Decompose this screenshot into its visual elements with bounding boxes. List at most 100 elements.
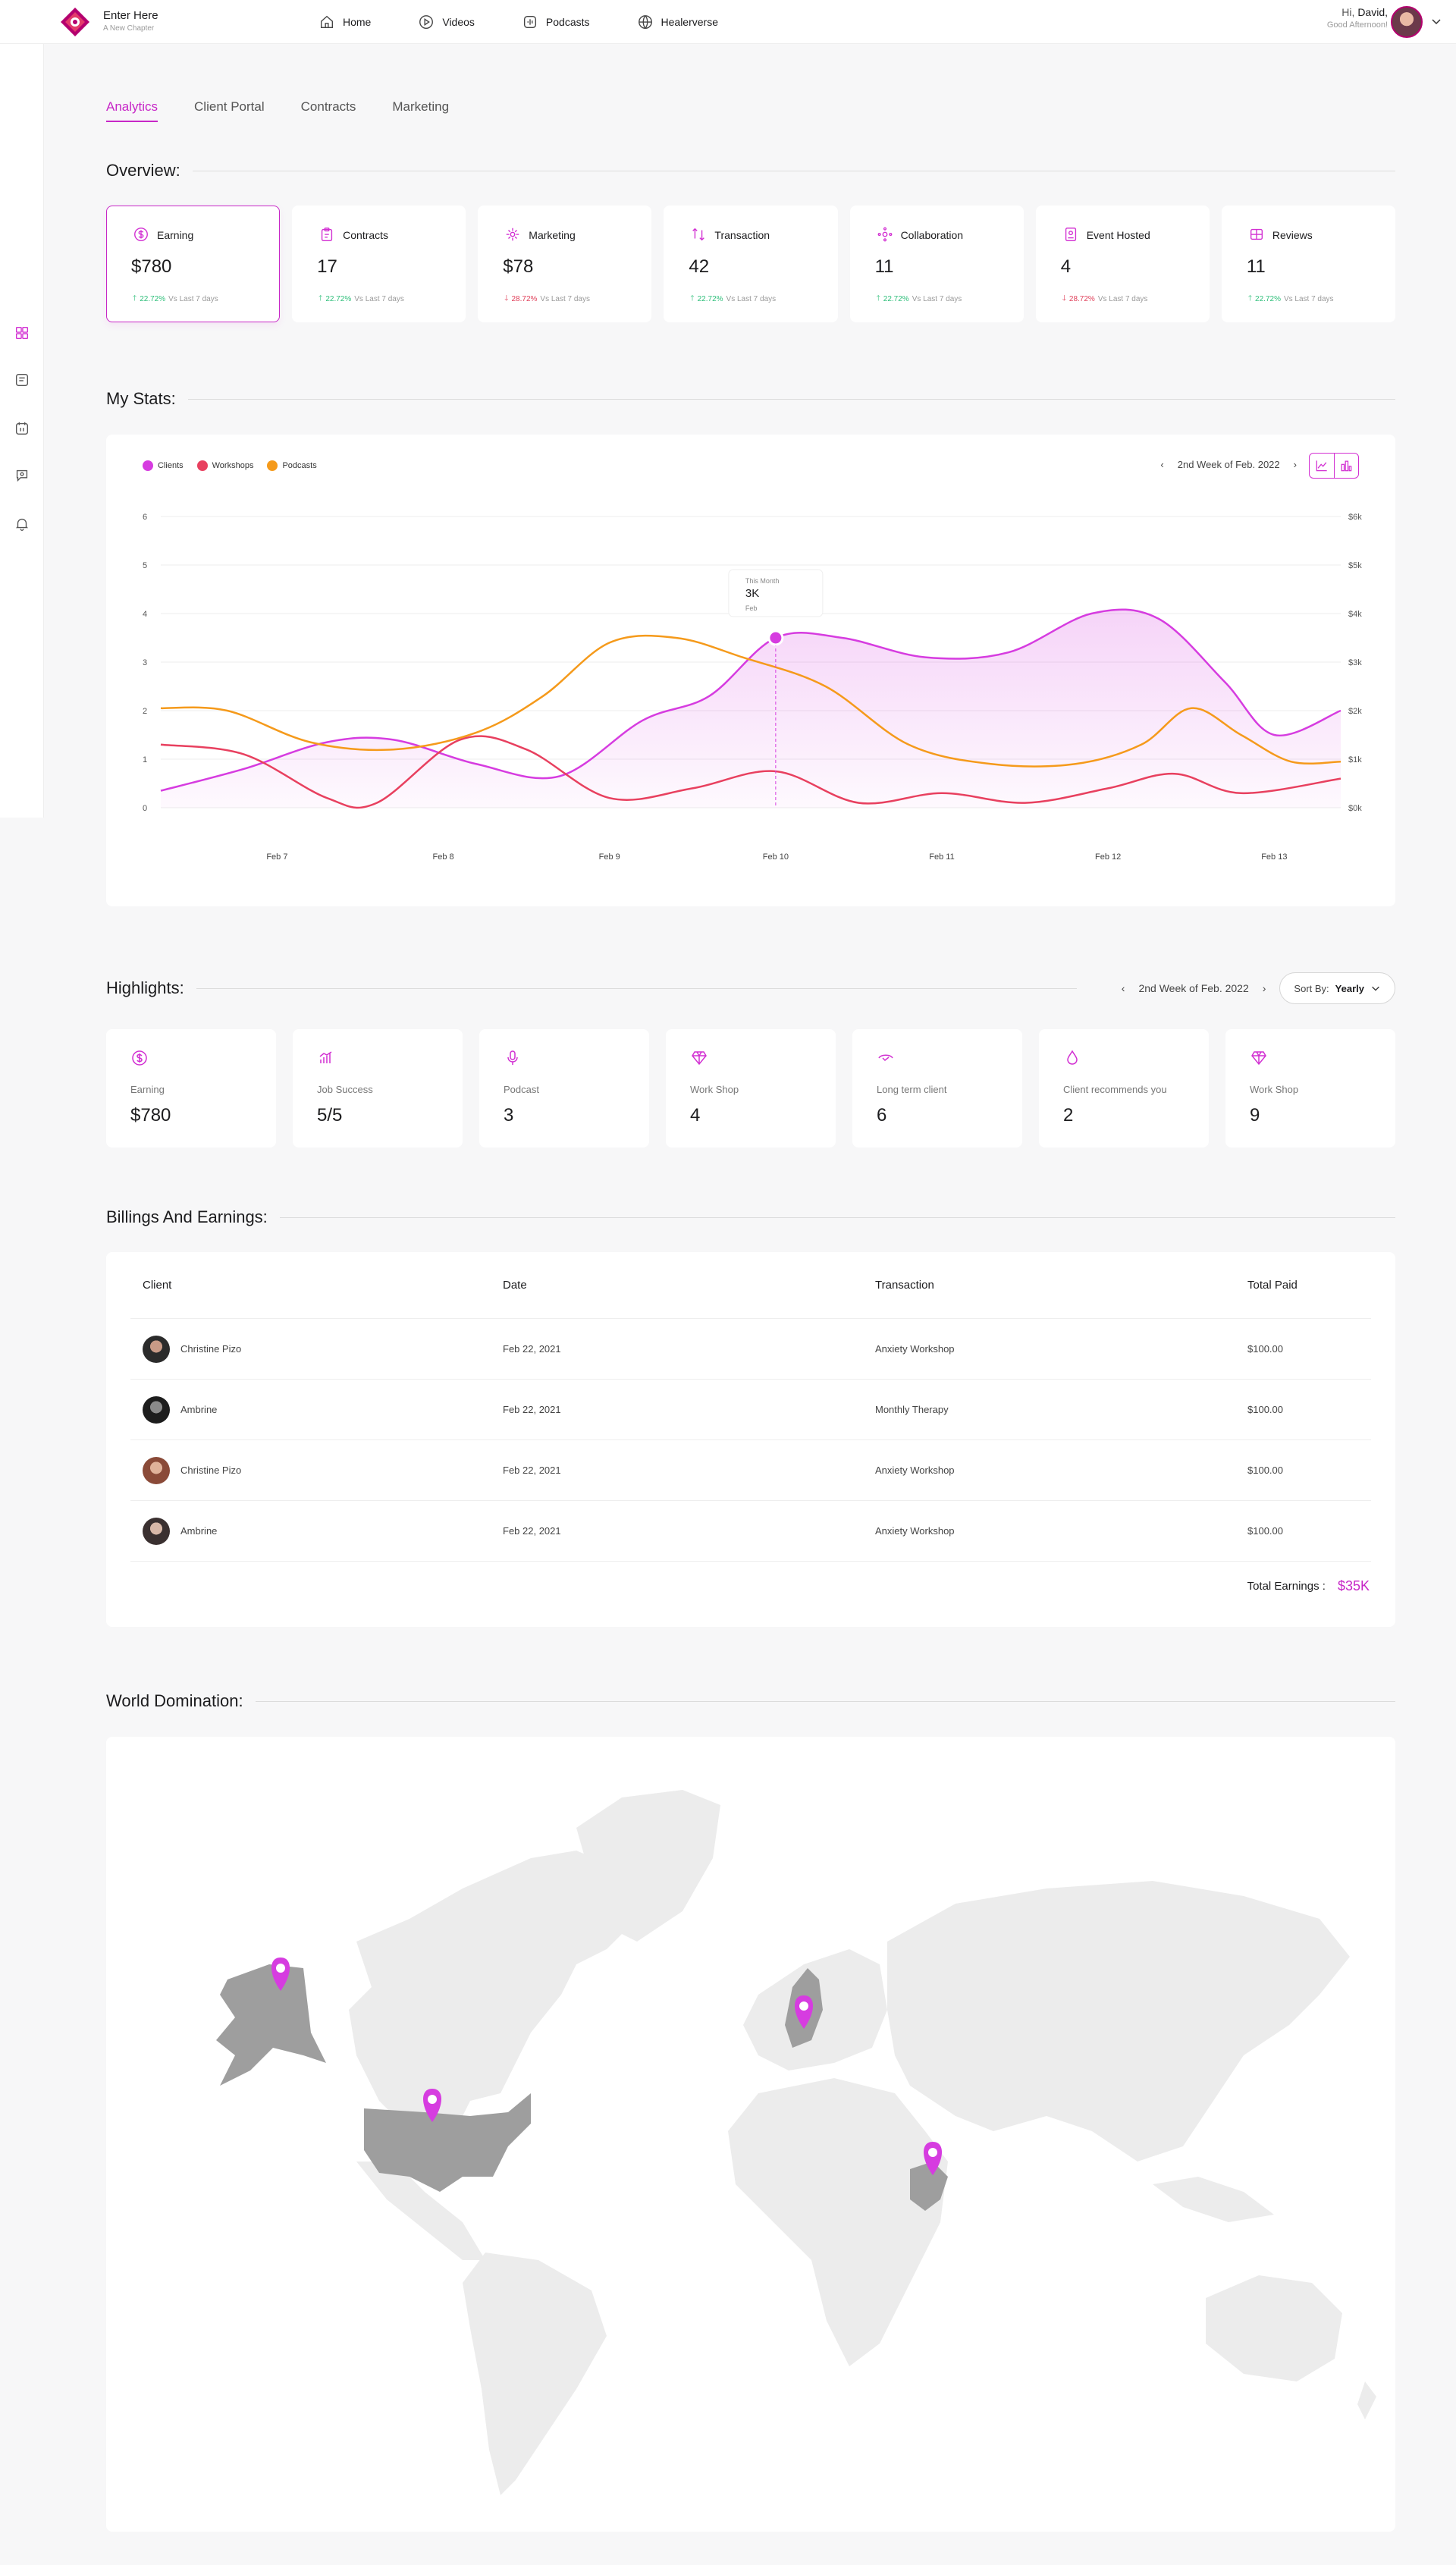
dollar-icon — [130, 1049, 149, 1067]
highlight-card-job-success[interactable]: Job Success 5/5 — [293, 1029, 463, 1148]
column-header-transaction[interactable]: Transaction — [875, 1279, 934, 1292]
card-value: 4 — [1060, 256, 1072, 277]
column-header-client[interactable]: Client — [143, 1279, 172, 1292]
avatar[interactable] — [1391, 6, 1423, 38]
highlights-title: Highlights: — [106, 978, 184, 997]
region-usa[interactable] — [364, 2093, 531, 2192]
user-name: David, — [1357, 6, 1388, 18]
card-change: 🡑 22.72% Vs Last 7 days — [877, 293, 962, 306]
change-value: 22.72% — [140, 295, 166, 303]
user-greeting[interactable]: Hi, David, Good Afternoon! — [1327, 6, 1388, 30]
overview-card-collaboration[interactable]: Collaboration 11 🡑 22.72% Vs Last 7 days — [849, 206, 1024, 322]
nav-podcasts[interactable]: Podcasts — [522, 14, 590, 30]
highlight-value: 6 — [877, 1105, 887, 1126]
legend-label: Workshops — [212, 460, 254, 470]
overview-card-contracts[interactable]: Contracts 17 🡑 22.72% Vs Last 7 days — [292, 206, 466, 322]
dashboard-icon[interactable] — [14, 325, 30, 341]
data-point[interactable] — [767, 629, 784, 646]
map-pin-icon[interactable] — [795, 1995, 813, 2029]
total-label: Total Earnings : — [1247, 1580, 1326, 1593]
chevron-right-icon[interactable]: › — [1293, 459, 1297, 470]
continent-southeast-asia — [1153, 2177, 1274, 2222]
table-row[interactable]: Ambrine Feb 22, 2021 Anxiety Workshop $1… — [130, 1501, 1371, 1562]
change-note: Vs Last 7 days — [540, 295, 590, 303]
highlight-card-workshop[interactable]: Work Shop 4 — [666, 1029, 836, 1148]
messages-icon[interactable] — [14, 372, 30, 388]
chevron-down-icon[interactable] — [1430, 15, 1442, 27]
overview-card-marketing[interactable]: Marketing $78 🡓 28.72% Vs Last 7 days — [478, 206, 652, 322]
map-pin-icon[interactable] — [423, 2089, 441, 2122]
continent-greenland — [576, 1790, 720, 1942]
week-label: 2nd Week of Feb. 2022 — [1177, 459, 1280, 470]
continent-asia — [887, 1881, 1350, 2162]
overview-card-reviews[interactable]: Reviews 11 🡑 22.72% Vs Last 7 days — [1221, 206, 1395, 322]
highlight-card-workshop-2[interactable]: Work Shop 9 — [1225, 1029, 1395, 1148]
table-row[interactable]: Christine Pizo Feb 22, 2021 Anxiety Work… — [130, 1440, 1371, 1501]
card-label: Marketing — [529, 229, 576, 241]
table-row[interactable]: Christine Pizo Feb 22, 2021 Anxiety Work… — [130, 1319, 1371, 1380]
divider — [196, 987, 1077, 989]
tab-analytics[interactable]: Analytics — [106, 99, 158, 122]
chevron-right-icon[interactable]: › — [1262, 982, 1266, 994]
client-cell: Christine Pizo — [130, 1335, 503, 1363]
legend-item-clients[interactable]: Clients — [143, 460, 184, 471]
legend-dot — [196, 460, 208, 471]
region-pakistan[interactable] — [910, 2162, 948, 2211]
highlight-card-long-term-client[interactable]: Long term client 6 — [852, 1029, 1022, 1148]
x-tick-label: Feb 13 — [1261, 852, 1287, 862]
nav-healerverse[interactable]: Healerverse — [637, 14, 718, 30]
series-line-podcasts[interactable] — [160, 634, 1341, 768]
tab-client-portal[interactable]: Client Portal — [194, 99, 265, 114]
legend-item-workshops[interactable]: Workshops — [196, 460, 254, 471]
region-alaska[interactable] — [216, 1964, 326, 2086]
week-label: 2nd Week of Feb. 2022 — [1138, 982, 1249, 994]
highlight-value: 4 — [690, 1105, 701, 1126]
brand[interactable]: Enter Here A New Chapter — [103, 9, 158, 33]
world-title: World Domination: — [106, 1691, 243, 1710]
tab-marketing[interactable]: Marketing — [392, 99, 450, 114]
card-change: 🡓 28.72% Vs Last 7 days — [1062, 293, 1148, 306]
chevron-left-icon[interactable]: ‹ — [1160, 459, 1164, 470]
line-chart-icon[interactable] — [1310, 454, 1334, 478]
highlight-value: $780 — [130, 1105, 171, 1126]
column-header-date[interactable]: Date — [503, 1279, 527, 1292]
clipboard-icon — [318, 226, 335, 243]
tooltip-box — [728, 569, 824, 617]
series-line-workshops[interactable] — [160, 735, 1341, 809]
tab-contracts[interactable]: Contracts — [300, 99, 356, 114]
sort-prefix: Sort By: — [1294, 982, 1329, 994]
highlight-card-client-recommends[interactable]: Client recommends you 2 — [1039, 1029, 1209, 1148]
nav-videos[interactable]: Videos — [418, 14, 475, 30]
highlights-controls: ‹ 2nd Week of Feb. 2022 › Sort By: Yearly — [1122, 972, 1395, 1004]
legend-item-podcasts[interactable]: Podcasts — [267, 460, 317, 471]
nav-home[interactable]: Home — [318, 14, 371, 30]
chevron-left-icon[interactable]: ‹ — [1121, 982, 1125, 994]
arrow-up-icon: 🡑 — [1247, 294, 1253, 303]
brand-logo-icon[interactable] — [59, 6, 91, 38]
paid-cell: $100.00 — [1247, 1465, 1283, 1476]
user-hi-line: Hi, David, — [1327, 6, 1388, 18]
overview-card-event-hosted[interactable]: Event Hosted 4 🡓 28.72% Vs Last 7 days — [1035, 206, 1210, 322]
highlight-label: Earning — [130, 1084, 165, 1095]
handshake-icon — [877, 1049, 895, 1067]
chat-icon[interactable] — [14, 467, 30, 484]
date-cell: Feb 22, 2021 — [503, 1465, 561, 1476]
highlight-card-podcast[interactable]: Podcast 3 — [479, 1029, 649, 1148]
change-value: 28.72% — [511, 295, 538, 303]
main-nav: Home Videos Podcasts Healerverse — [318, 0, 765, 44]
sort-dropdown[interactable]: Sort By: Yearly — [1279, 972, 1395, 1004]
home-icon — [320, 15, 334, 29]
map-pin-icon[interactable] — [271, 1958, 290, 1991]
highlight-card-earning[interactable]: Earning $780 — [106, 1029, 276, 1148]
arrow-up-icon: 🡑 — [876, 294, 880, 303]
avatar — [143, 1335, 170, 1363]
table-row[interactable]: Ambrine Feb 22, 2021 Monthly Therapy $10… — [130, 1380, 1371, 1440]
map-pin-icon[interactable] — [924, 2142, 942, 2175]
overview-card-earning[interactable]: Earning $780 🡑 22.72% Vs Last 7 days — [106, 206, 281, 322]
bar-chart-icon[interactable] — [1333, 454, 1359, 478]
column-header-total-paid[interactable]: Total Paid — [1247, 1279, 1298, 1292]
bell-icon[interactable] — [14, 516, 30, 532]
highlight-value: 9 — [1250, 1105, 1260, 1126]
calendar-icon[interactable] — [14, 420, 30, 437]
overview-card-transaction[interactable]: Transaction 42 🡑 22.72% Vs Last 7 days — [664, 206, 838, 322]
